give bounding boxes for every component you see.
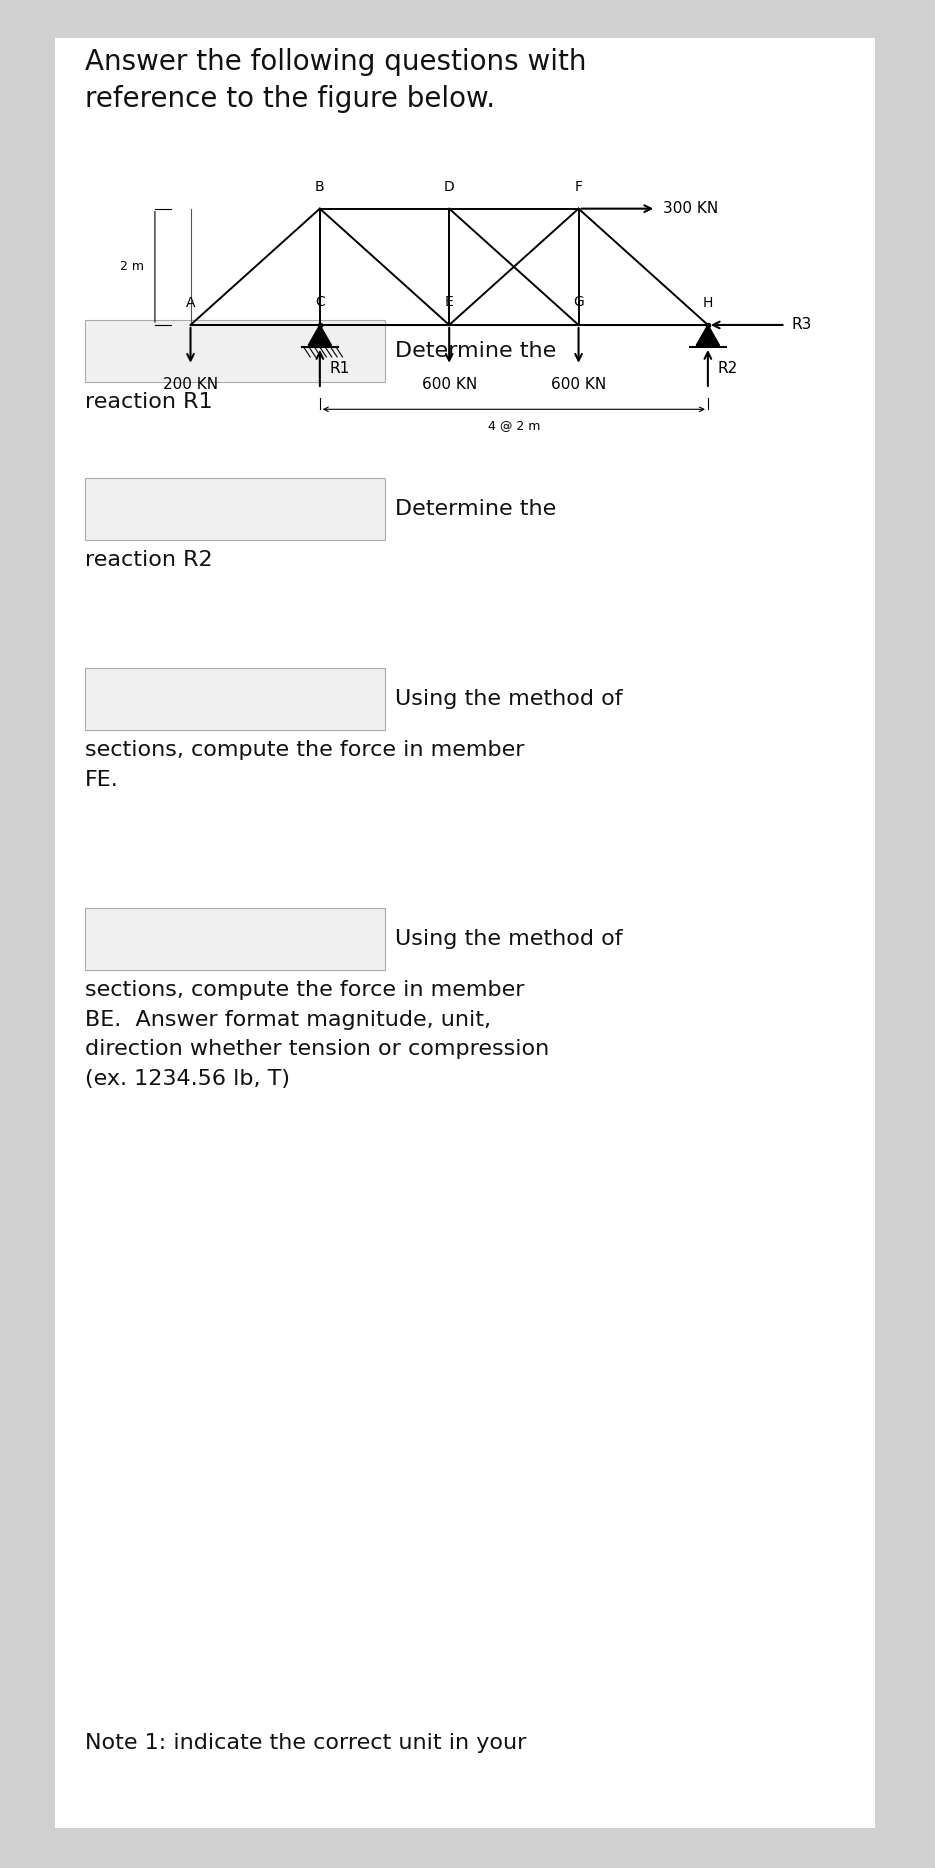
Text: C: C: [315, 295, 324, 308]
Text: 200 KN: 200 KN: [163, 377, 218, 392]
Text: H: H: [703, 297, 713, 310]
Text: 600 KN: 600 KN: [422, 377, 477, 392]
Text: Using the method of: Using the method of: [395, 928, 623, 949]
Text: Answer the following questions with: Answer the following questions with: [85, 49, 586, 77]
Text: R3: R3: [792, 318, 813, 333]
Bar: [55, 37, 875, 1829]
Text: A: A: [186, 297, 195, 310]
Polygon shape: [309, 325, 332, 346]
Text: Determine the: Determine the: [395, 499, 556, 519]
Text: reaction R1: reaction R1: [85, 392, 212, 413]
Text: F: F: [574, 179, 583, 194]
Text: R2: R2: [717, 361, 738, 375]
Text: Using the method of: Using the method of: [395, 689, 623, 710]
Text: Note 1: indicate the correct unit in your: Note 1: indicate the correct unit in you…: [85, 1734, 526, 1752]
Bar: [85, 319, 385, 381]
Text: D: D: [444, 179, 454, 194]
Text: 600 KN: 600 KN: [551, 377, 606, 392]
Text: 2 m: 2 m: [121, 260, 144, 273]
Text: 300 KN: 300 KN: [663, 202, 718, 217]
Text: R1: R1: [329, 361, 350, 375]
Bar: [85, 478, 385, 540]
Text: E: E: [445, 295, 453, 308]
Bar: [85, 908, 385, 969]
Text: sections, compute the force in member
FE.: sections, compute the force in member FE…: [85, 740, 525, 790]
Text: 4 @ 2 m: 4 @ 2 m: [488, 418, 540, 432]
Text: reaction R2: reaction R2: [85, 549, 212, 570]
Text: G: G: [573, 295, 583, 308]
Text: reference to the figure below.: reference to the figure below.: [85, 86, 496, 112]
Text: sections, compute the force in member
BE.  Answer format magnitude, unit,
direct: sections, compute the force in member BE…: [85, 981, 549, 1089]
Text: Determine the: Determine the: [395, 342, 556, 361]
Text: B: B: [315, 179, 324, 194]
Polygon shape: [697, 325, 720, 346]
Bar: [85, 669, 385, 730]
